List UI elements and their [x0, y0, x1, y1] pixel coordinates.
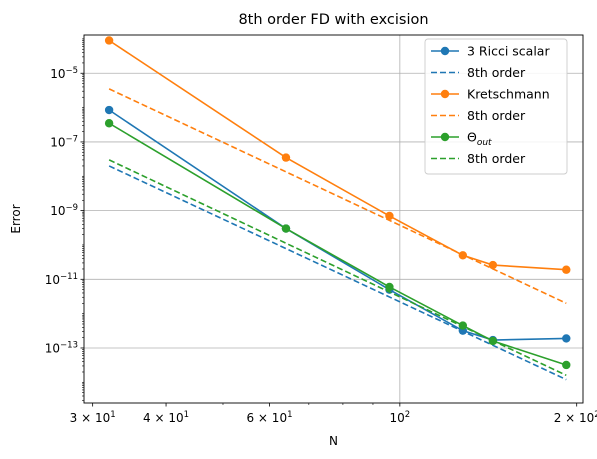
legend-entry: 3 Ricci scalar	[431, 44, 550, 59]
series-3	[104, 36, 571, 274]
legend-marker	[440, 89, 450, 99]
x-tick-label: 102	[389, 410, 410, 425]
legend-entry: Θout	[431, 130, 492, 149]
plot-frame	[83, 34, 584, 404]
data-point	[562, 265, 571, 274]
series-line	[108, 39, 567, 271]
legend-entry: 8th order	[431, 151, 526, 166]
legend-label: 8th order	[467, 108, 526, 123]
grid	[84, 35, 583, 403]
legend-entry: Kretschmann	[431, 87, 550, 102]
x-tick-label: 3 × 101	[70, 410, 116, 425]
data-point	[562, 360, 571, 370]
x-tick-label: 6 × 101	[246, 410, 292, 425]
y-tick-label: 10−5	[50, 66, 78, 81]
legend-marker	[440, 132, 450, 142]
data-point	[281, 153, 291, 162]
legend-label: Kretschmann	[467, 87, 550, 102]
ticks: 10−13 10−11 10−9 10−7 10−5 3 × 101 4 × 101 6 × …	[45, 38, 597, 425]
series-2	[108, 165, 567, 381]
data-point	[281, 224, 291, 233]
x-axis-title: N	[329, 434, 338, 448]
legend-label: 8th order	[467, 65, 526, 80]
series-6	[108, 159, 567, 377]
legend: 3 Ricci scalar 8th order Kretschmann 8th or…	[424, 38, 568, 175]
y-tick-label: 10−13	[45, 340, 78, 355]
data-point	[458, 321, 468, 330]
data-point	[104, 36, 114, 45]
chart-title: 8th order FD with excision	[238, 12, 428, 28]
data-point	[104, 119, 114, 128]
legend-label: 8th order	[467, 151, 526, 166]
y-tick-label: 10−9	[50, 203, 78, 218]
legend-label: 3 Ricci scalar	[467, 44, 550, 59]
data-point	[104, 105, 114, 115]
series-line	[108, 109, 567, 341]
data-point	[385, 211, 394, 221]
series-5	[104, 119, 571, 370]
reference-line	[108, 159, 567, 377]
data-point	[385, 282, 394, 292]
legend-box	[424, 38, 568, 175]
reference-line	[108, 88, 567, 305]
series-layer	[104, 36, 571, 381]
legend-label: Θout	[467, 130, 492, 149]
x-tick-label: 4 × 101	[143, 410, 189, 425]
legend-entry: 8th order	[431, 108, 526, 123]
data-point	[488, 260, 498, 270]
legend-entry: 8th order	[431, 65, 526, 80]
series-line	[108, 122, 567, 366]
x-tick-label: 2 × 102	[554, 410, 597, 425]
series-4	[108, 88, 567, 305]
y-tick-label: 10−7	[50, 134, 78, 149]
data-point	[562, 334, 571, 343]
y-axis-title: Error	[9, 204, 23, 233]
reference-line	[108, 165, 567, 381]
y-tick-label: 10−11	[45, 272, 78, 287]
legend-marker	[440, 46, 450, 56]
